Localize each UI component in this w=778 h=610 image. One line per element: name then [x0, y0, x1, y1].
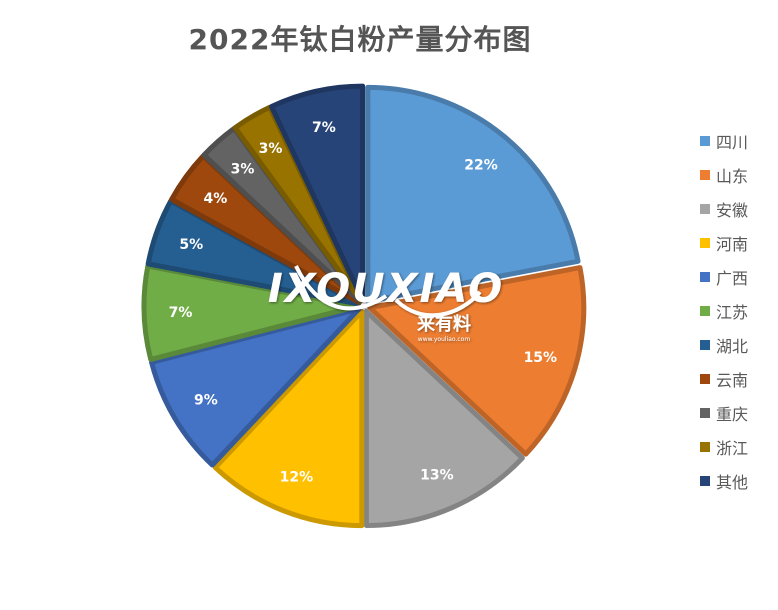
legend-label: 江苏 — [716, 303, 749, 322]
slice-label-1: 22% — [464, 158, 498, 174]
legend-item-9: 重庆 — [700, 396, 748, 430]
watermark-brand: IXOUXIAO — [268, 266, 504, 312]
legend-item-4: 河南 — [700, 226, 748, 260]
legend-label: 云南 — [716, 371, 749, 390]
legend-label: 重庆 — [716, 405, 749, 424]
slice-label-10: 3% — [259, 141, 283, 157]
legend-label: 湖北 — [716, 337, 749, 356]
watermark-logo: IXOUXIAO 来有料 www.youliao.com — [268, 265, 504, 343]
legend-swatch — [700, 170, 710, 180]
legend-item-3: 安徽 — [700, 192, 748, 226]
legend-swatch — [700, 442, 710, 452]
legend-swatch — [700, 476, 710, 486]
legend: 四川山东安徽河南广西江苏湖北云南重庆浙江其他 — [700, 124, 748, 498]
pie-slices — [141, 83, 587, 529]
legend-item-5: 广西 — [700, 260, 748, 294]
legend-swatch — [700, 306, 710, 316]
slice-label-8: 4% — [204, 191, 228, 207]
slice-label-3: 13% — [420, 468, 454, 484]
slice-label-6: 7% — [169, 305, 193, 321]
legend-item-8: 云南 — [700, 362, 748, 396]
legend-swatch — [700, 204, 710, 214]
legend-swatch — [700, 136, 710, 146]
legend-swatch — [700, 272, 710, 282]
legend-label: 安徽 — [716, 201, 749, 220]
legend-swatch — [700, 374, 710, 384]
watermark-name: 来有料 — [416, 313, 471, 335]
legend-item-1: 四川 — [700, 124, 748, 158]
slice-label-7: 5% — [179, 237, 203, 253]
legend-label: 河南 — [716, 235, 749, 254]
watermark-url: www.youliao.com — [418, 336, 471, 343]
pie-slice-11 — [269, 83, 366, 303]
legend-item-11: 其他 — [700, 464, 748, 498]
legend-label: 四川 — [716, 133, 749, 152]
legend-item-7: 湖北 — [700, 328, 748, 362]
legend-swatch — [700, 238, 710, 248]
legend-label: 广西 — [716, 269, 749, 288]
legend-label: 其他 — [716, 473, 749, 492]
slice-label-9: 3% — [231, 161, 255, 177]
legend-swatch — [700, 340, 710, 350]
legend-item-10: 浙江 — [700, 430, 748, 464]
pie-slice-3 — [363, 309, 525, 529]
slice-label-5: 9% — [194, 392, 218, 408]
pie-slice-4 — [212, 309, 365, 529]
slice-label-4: 12% — [280, 470, 314, 486]
slice-label-2: 15% — [524, 350, 558, 366]
chart-title: 2022年钛白粉产量分布图 — [188, 23, 532, 56]
percentage-labels: 22%15%13%12%9%7%5%4%3%3%7% — [169, 120, 558, 486]
legend-swatch — [700, 408, 710, 418]
legend-item-2: 山东 — [700, 158, 748, 192]
legend-label: 山东 — [716, 167, 749, 186]
legend-label: 浙江 — [716, 439, 749, 458]
slice-label-11: 7% — [312, 120, 336, 136]
pie-slice-1 — [365, 84, 581, 304]
pie-slice-5 — [149, 306, 362, 468]
legend-item-6: 江苏 — [700, 294, 748, 328]
